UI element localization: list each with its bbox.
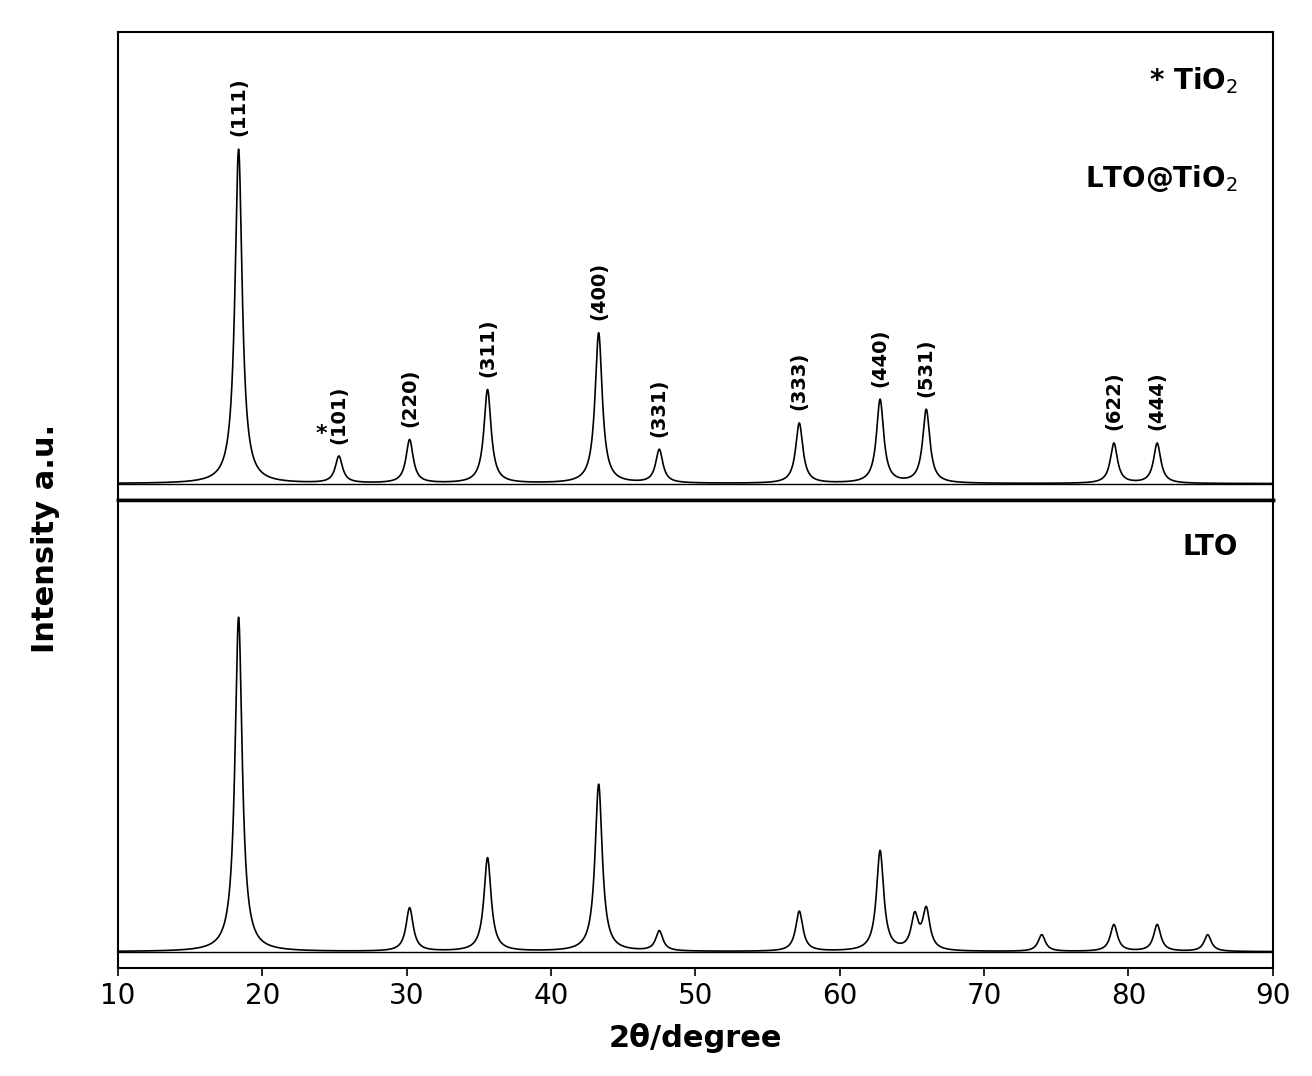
Text: (531): (531) [917,338,935,397]
Text: (331): (331) [649,379,669,437]
Text: LTO: LTO [1182,533,1239,561]
Text: (220): (220) [400,368,419,427]
X-axis label: 2θ/degree: 2θ/degree [609,1023,782,1053]
Text: (400): (400) [589,261,609,320]
Text: (440): (440) [871,328,890,386]
Text: (111): (111) [230,77,248,136]
Text: (622): (622) [1105,371,1123,430]
Text: (333): (333) [790,352,808,410]
Text: LTO@TiO$_2$: LTO@TiO$_2$ [1085,164,1239,195]
Text: Intensity a.u.: Intensity a.u. [31,424,60,652]
Text: (101): (101) [329,385,349,443]
Text: (311): (311) [478,318,497,377]
Text: *: * [316,424,328,443]
Text: * TiO$_2$: * TiO$_2$ [1149,65,1239,96]
Text: (444): (444) [1148,371,1166,430]
